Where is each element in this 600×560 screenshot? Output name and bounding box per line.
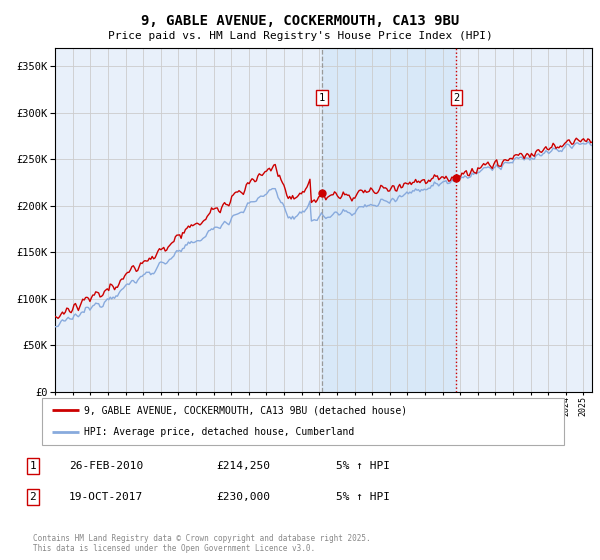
Text: 1: 1	[29, 461, 37, 471]
Text: 1: 1	[319, 92, 325, 102]
Text: £230,000: £230,000	[216, 492, 270, 502]
FancyBboxPatch shape	[42, 398, 564, 445]
Bar	[322, 48, 457, 392]
Text: 19-OCT-2017: 19-OCT-2017	[69, 492, 143, 502]
Text: 2: 2	[29, 492, 37, 502]
Text: £214,250: £214,250	[216, 461, 270, 471]
Text: Contains HM Land Registry data © Crown copyright and database right 2025.
This d: Contains HM Land Registry data © Crown c…	[33, 534, 371, 553]
Text: HPI: Average price, detached house, Cumberland: HPI: Average price, detached house, Cumb…	[84, 427, 354, 437]
Text: 5% ↑ HPI: 5% ↑ HPI	[336, 461, 390, 471]
Text: 5% ↑ HPI: 5% ↑ HPI	[336, 492, 390, 502]
Text: 2: 2	[454, 92, 460, 102]
Text: 26-FEB-2010: 26-FEB-2010	[69, 461, 143, 471]
Text: Price paid vs. HM Land Registry's House Price Index (HPI): Price paid vs. HM Land Registry's House …	[107, 31, 493, 41]
Text: 9, GABLE AVENUE, COCKERMOUTH, CA13 9BU (detached house): 9, GABLE AVENUE, COCKERMOUTH, CA13 9BU (…	[84, 405, 407, 416]
Text: 9, GABLE AVENUE, COCKERMOUTH, CA13 9BU: 9, GABLE AVENUE, COCKERMOUTH, CA13 9BU	[141, 14, 459, 28]
